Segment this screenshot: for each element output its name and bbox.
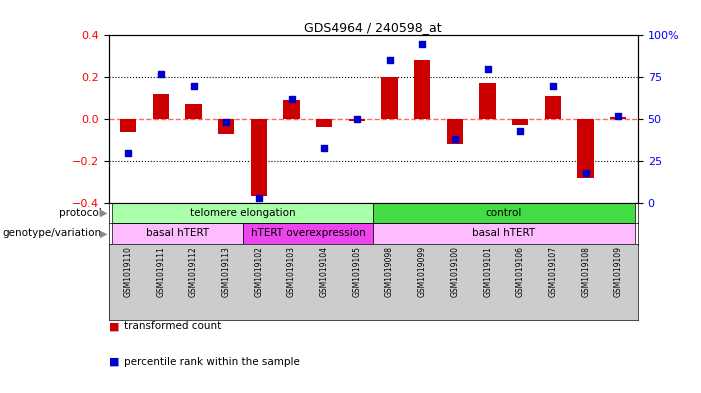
Bar bbox=[316, 119, 332, 127]
Text: GSM1019106: GSM1019106 bbox=[516, 246, 525, 297]
Text: GSM1019100: GSM1019100 bbox=[451, 246, 459, 297]
Text: basal hTERT: basal hTERT bbox=[146, 228, 209, 239]
Bar bbox=[610, 117, 627, 119]
Text: GSM1019098: GSM1019098 bbox=[385, 246, 394, 297]
Point bbox=[580, 169, 591, 176]
Bar bbox=[120, 119, 137, 132]
Text: percentile rank within the sample: percentile rank within the sample bbox=[124, 356, 300, 367]
Point bbox=[547, 83, 559, 89]
Title: GDS4964 / 240598_at: GDS4964 / 240598_at bbox=[304, 21, 442, 34]
Bar bbox=[414, 61, 430, 119]
Bar bbox=[251, 119, 267, 196]
Bar bbox=[479, 83, 496, 119]
Bar bbox=[545, 96, 561, 119]
Text: GSM1019104: GSM1019104 bbox=[320, 246, 329, 297]
Bar bbox=[243, 223, 374, 244]
Point bbox=[123, 149, 134, 156]
Text: ■: ■ bbox=[109, 321, 119, 331]
Text: GSM1019107: GSM1019107 bbox=[548, 246, 557, 297]
Point bbox=[188, 83, 199, 89]
Bar bbox=[447, 119, 463, 144]
Point bbox=[613, 112, 624, 119]
Text: GSM1019108: GSM1019108 bbox=[581, 246, 590, 297]
Text: GSM1019111: GSM1019111 bbox=[156, 246, 165, 297]
Bar bbox=[283, 100, 300, 119]
Text: basal hTERT: basal hTERT bbox=[472, 228, 536, 239]
Point bbox=[156, 71, 167, 77]
Text: GSM1019101: GSM1019101 bbox=[483, 246, 492, 297]
Point bbox=[221, 119, 232, 125]
Bar bbox=[112, 203, 374, 223]
Point bbox=[449, 136, 461, 142]
Bar bbox=[381, 77, 397, 119]
Text: ▶: ▶ bbox=[100, 208, 107, 218]
Text: GSM1019099: GSM1019099 bbox=[418, 246, 427, 297]
Text: GSM1019110: GSM1019110 bbox=[124, 246, 132, 297]
Text: GSM1019109: GSM1019109 bbox=[614, 246, 622, 297]
Point bbox=[416, 40, 428, 47]
Bar bbox=[512, 119, 529, 125]
Text: transformed count: transformed count bbox=[124, 321, 222, 331]
Text: ■: ■ bbox=[109, 356, 119, 367]
Point bbox=[351, 116, 362, 122]
Text: GSM1019102: GSM1019102 bbox=[254, 246, 264, 297]
Text: hTERT overexpression: hTERT overexpression bbox=[250, 228, 365, 239]
Point bbox=[384, 57, 395, 64]
Text: GSM1019105: GSM1019105 bbox=[353, 246, 362, 297]
Bar bbox=[374, 223, 634, 244]
Bar bbox=[218, 119, 234, 134]
Text: genotype/variation: genotype/variation bbox=[3, 228, 102, 239]
Text: GSM1019112: GSM1019112 bbox=[189, 246, 198, 297]
Bar bbox=[578, 119, 594, 178]
Text: GSM1019113: GSM1019113 bbox=[222, 246, 231, 297]
Point bbox=[515, 128, 526, 134]
Point bbox=[482, 66, 494, 72]
Bar bbox=[349, 119, 365, 121]
Bar bbox=[112, 223, 243, 244]
Bar bbox=[374, 203, 634, 223]
Point bbox=[253, 195, 264, 201]
Bar bbox=[186, 105, 202, 119]
Text: ▶: ▶ bbox=[100, 228, 107, 239]
Text: control: control bbox=[486, 208, 522, 218]
Text: protocol: protocol bbox=[59, 208, 102, 218]
Bar bbox=[153, 94, 169, 119]
Point bbox=[319, 144, 330, 151]
Text: GSM1019103: GSM1019103 bbox=[287, 246, 296, 297]
Point bbox=[286, 96, 297, 102]
Text: telomere elongation: telomere elongation bbox=[190, 208, 295, 218]
